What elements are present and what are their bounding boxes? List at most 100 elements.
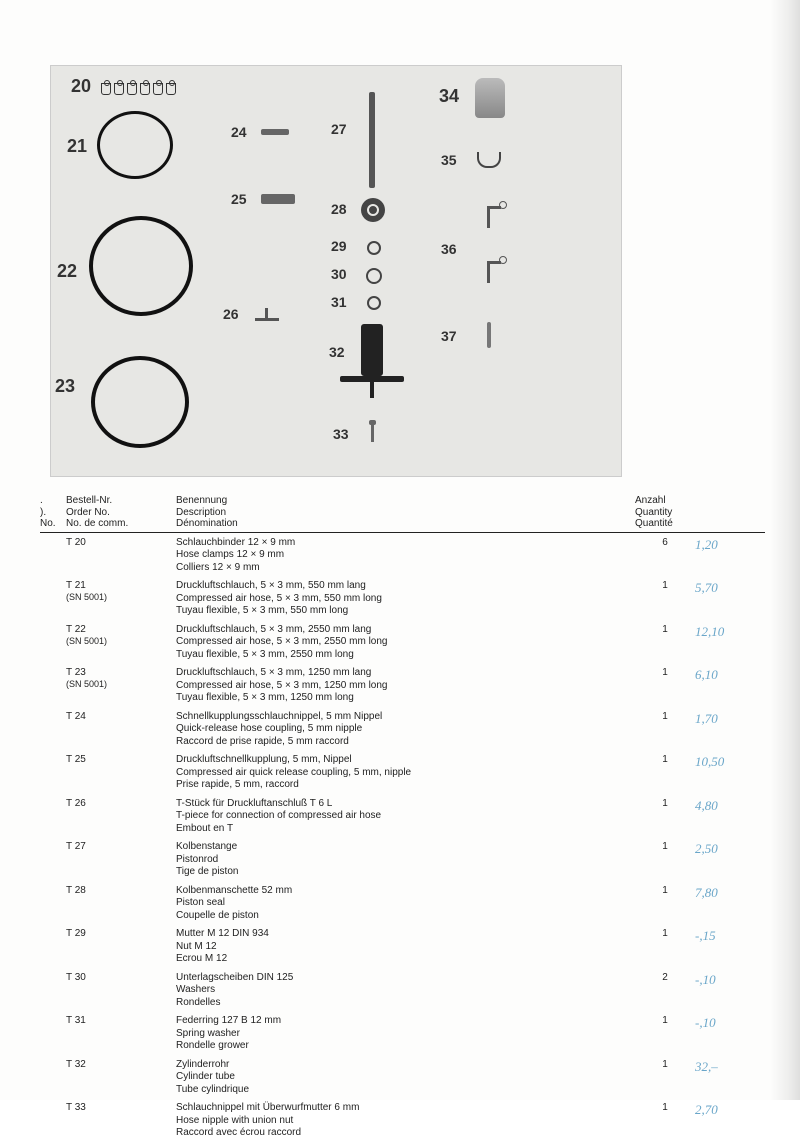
cell-desc: Mutter M 12 DIN 934Nut M 12Ecrou M 12 <box>176 928 635 966</box>
desc-fr: Ecrou M 12 <box>176 953 635 966</box>
motor-34-icon <box>475 78 505 118</box>
order-no: T 26 <box>66 798 176 810</box>
order-no: T 29 <box>66 928 176 940</box>
order-no: T 31 <box>66 1015 176 1027</box>
header-qty-b: Quantity <box>635 507 695 519</box>
diagram-label-24: 24 <box>231 124 247 140</box>
cell-price-handwritten: -,15 <box>695 928 765 944</box>
order-no: T 23 <box>66 667 176 679</box>
ring-31-icon <box>367 296 381 310</box>
table-row: T 26T-Stück für Druckluftanschluß T 6 LT… <box>40 798 765 836</box>
desc-en: Quick-release hose coupling, 5 mm nipple <box>176 723 635 736</box>
screw-33-icon <box>371 424 374 442</box>
cell-price-handwritten: 4,80 <box>695 798 765 814</box>
cell-order: T 29 <box>40 928 176 940</box>
hose-23-icon <box>91 356 189 448</box>
cell-qty: 1 <box>635 1102 695 1113</box>
desc-fr: Coupelle de piston <box>176 910 635 923</box>
header-order-b: Order No. <box>66 507 176 519</box>
cell-qty: 1 <box>635 667 695 678</box>
cell-price-handwritten: 1,70 <box>695 711 765 727</box>
table-row: T 20Schlauchbinder 12 × 9 mmHose clamps … <box>40 537 765 575</box>
desc-en: Nut M 12 <box>176 941 635 954</box>
order-sub: (SN 5001) <box>66 679 176 690</box>
hose-21-icon <box>97 111 173 179</box>
clamps-row-icon <box>101 80 179 98</box>
desc-en: Compressed air quick release coupling, 5… <box>176 767 635 780</box>
cell-order: T 23(SN 5001) <box>40 667 176 690</box>
cell-desc: Unterlagscheiben DIN 125WashersRondelles <box>176 972 635 1010</box>
order-sub: (SN 5001) <box>66 636 176 647</box>
desc-de: Schlauchnippel mit Überwurfmutter 6 mm <box>176 1102 635 1115</box>
table-row: T 21(SN 5001)Druckluftschlauch, 5 × 3 mm… <box>40 580 765 618</box>
desc-fr: Colliers 12 × 9 mm <box>176 562 635 575</box>
table-row: T 31Federring 127 B 12 mmSpring washerRo… <box>40 1015 765 1053</box>
diagram-label-30: 30 <box>331 266 347 282</box>
header-qty-c: Quantité <box>635 518 695 530</box>
desc-en: Compressed air hose, 5 × 3 mm, 550 mm lo… <box>176 593 635 606</box>
cell-desc: Schlauchnippel mit Überwurfmutter 6 mmHo… <box>176 1102 635 1140</box>
desc-en: Compressed air hose, 5 × 3 mm, 1250 mm l… <box>176 680 635 693</box>
cell-order: T 30 <box>40 972 176 984</box>
table-row: T 25Druckluftschnellkupplung, 5 mm, Nipp… <box>40 754 765 792</box>
cell-qty: 1 <box>635 624 695 635</box>
table-row: T 24Schnellkupplungsschlauchnippel, 5 mm… <box>40 711 765 749</box>
cell-price-handwritten: 7,80 <box>695 885 765 901</box>
order-no: T 27 <box>66 841 176 853</box>
cell-order: T 28 <box>40 885 176 897</box>
diagram-label-21: 21 <box>67 136 87 157</box>
diagram-label-27: 27 <box>331 121 347 137</box>
cell-order: T 22(SN 5001) <box>40 624 176 647</box>
header-order-a: Bestell-Nr. <box>66 495 176 507</box>
fitting-24-icon <box>261 129 289 135</box>
table-body: T 20Schlauchbinder 12 × 9 mmHose clamps … <box>40 537 765 1140</box>
cylinder-32-stem-icon <box>370 382 374 398</box>
desc-fr: Tige de piston <box>176 866 635 879</box>
desc-de: Druckluftschlauch, 5 × 3 mm, 550 mm lang <box>176 580 635 593</box>
cell-desc: Druckluftschlauch, 5 × 3 mm, 550 mm lang… <box>176 580 635 618</box>
diagram-label-31: 31 <box>331 294 347 310</box>
desc-de: Kolbenmanschette 52 mm <box>176 885 635 898</box>
desc-fr: Tuyau flexible, 5 × 3 mm, 2550 mm long <box>176 649 635 662</box>
desc-de: T-Stück für Druckluftanschluß T 6 L <box>176 798 635 811</box>
cell-order: T 21(SN 5001) <box>40 580 176 603</box>
desc-de: Unterlagscheiben DIN 125 <box>176 972 635 985</box>
order-no: T 22 <box>66 624 176 636</box>
diagram-label-26: 26 <box>223 306 239 322</box>
page-shadow-edge <box>770 0 800 1100</box>
desc-de: Kolbenstange <box>176 841 635 854</box>
cell-qty: 2 <box>635 972 695 983</box>
cell-order: T 32 <box>40 1059 176 1071</box>
cell-price-handwritten: 2,50 <box>695 841 765 857</box>
cell-desc: Druckluftschnellkupplung, 5 mm, NippelCo… <box>176 754 635 792</box>
order-no: T 21 <box>66 580 176 592</box>
header-desc-c: Dénomination <box>176 518 635 530</box>
cell-order: T 26 <box>40 798 176 810</box>
header-qty: Anzahl Quantity Quantité <box>635 495 695 530</box>
desc-en: Hose clamps 12 × 9 mm <box>176 549 635 562</box>
pin-37-icon <box>487 322 491 348</box>
diagram-label-35: 35 <box>441 152 457 168</box>
cell-price-handwritten: -,10 <box>695 972 765 988</box>
ring-30-icon <box>366 268 382 284</box>
table-row: T 22(SN 5001)Druckluftschlauch, 5 × 3 mm… <box>40 624 765 662</box>
order-no: T 30 <box>66 972 176 984</box>
cell-qty: 1 <box>635 1059 695 1070</box>
desc-en: Cylinder tube <box>176 1071 635 1084</box>
desc-fr: Rondelle grower <box>176 1040 635 1053</box>
cell-qty: 6 <box>635 537 695 548</box>
header-left: . ). No. <box>40 495 66 530</box>
desc-en: T-piece for connection of compressed air… <box>176 810 635 823</box>
order-no: T 33 <box>66 1102 176 1114</box>
diagram-label-23: 23 <box>55 376 75 397</box>
cell-qty: 1 <box>635 711 695 722</box>
cell-qty: 1 <box>635 580 695 591</box>
cell-order: T 25 <box>40 754 176 766</box>
diagram-label-29: 29 <box>331 238 347 254</box>
desc-de: Druckluftschlauch, 5 × 3 mm, 1250 mm lan… <box>176 667 635 680</box>
cell-desc: KolbenstangePistonrodTige de piston <box>176 841 635 879</box>
cell-qty: 1 <box>635 841 695 852</box>
cell-order: T 27 <box>40 841 176 853</box>
desc-fr: Rondelles <box>176 997 635 1010</box>
desc-fr: Tube cylindrique <box>176 1084 635 1097</box>
